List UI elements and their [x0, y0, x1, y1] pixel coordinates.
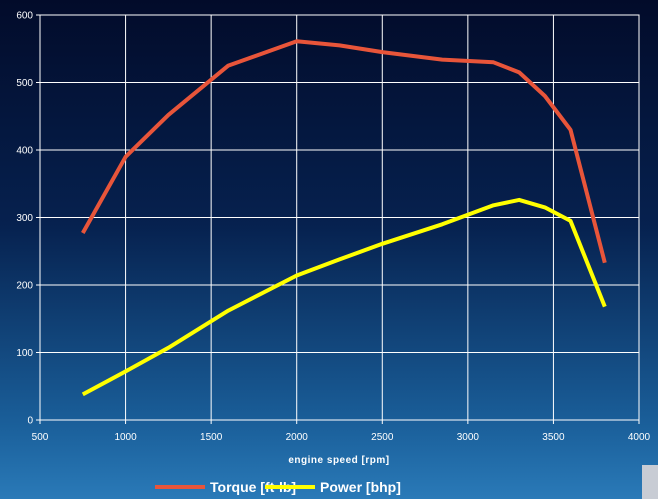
legend: Torque [ft-lb] Power [bhp] — [155, 479, 401, 495]
x-tick-labels: 500 1000 1500 2000 2500 3000 3500 4000 — [32, 432, 651, 443]
x-tick-label: 3000 — [457, 432, 480, 443]
plot-area-border — [39, 14, 640, 421]
x-tick-label: 1000 — [114, 432, 137, 443]
y-tick-label: 200 — [16, 281, 33, 292]
corner-panel — [642, 465, 658, 499]
x-axis-label: engine speed [rpm] — [288, 455, 389, 466]
series-line-0 — [81, 39, 607, 264]
y-tick-label: 400 — [16, 146, 33, 157]
x-tick-label: 2000 — [286, 432, 309, 443]
series-line-1 — [81, 197, 607, 397]
x-tick-label: 500 — [32, 432, 49, 443]
legend-label-1: Power [bhp] — [320, 479, 401, 495]
x-tick-label: 2500 — [371, 432, 394, 443]
y-tick-labels: 0 100 200 300 400 500 600 — [16, 11, 33, 427]
y-tick-label: 600 — [16, 11, 33, 22]
series-lines — [81, 39, 607, 397]
grid-lines — [36, 14, 640, 424]
y-tick-label: 0 — [27, 416, 33, 427]
x-tick-label: 1500 — [200, 432, 223, 443]
x-tick-label: 3500 — [542, 432, 565, 443]
x-tick-label: 4000 — [628, 432, 651, 443]
y-tick-label: 500 — [16, 78, 33, 89]
legend-label-0: Torque [ft-lb] — [210, 479, 296, 495]
y-tick-label: 100 — [16, 348, 33, 359]
y-tick-label: 300 — [16, 213, 33, 224]
